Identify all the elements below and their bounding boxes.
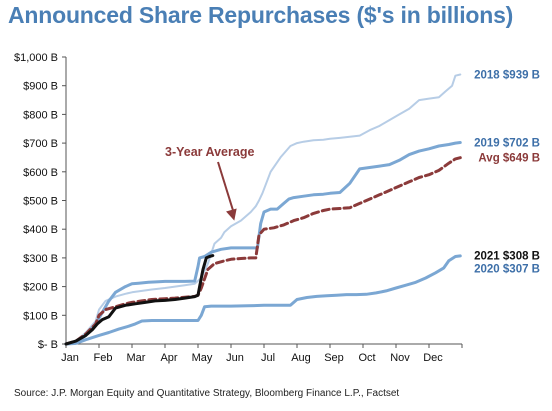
end-label-2021: 2021 $308 B (474, 251, 540, 263)
x-tick-label: Jul (261, 352, 275, 364)
end-label-2019: 2019 $702 B (474, 138, 540, 150)
annotation-arrow-line (217, 161, 236, 215)
series-line-2021 (64, 254, 215, 346)
series-line-avg (64, 156, 462, 346)
chart-title: Announced Share Repurchases ($'s in bill… (8, 2, 514, 28)
annotation-text: 3-Year Average (165, 145, 254, 159)
y-tick-label: $900 B (23, 81, 58, 93)
y-tick-label: $100 B (23, 310, 58, 322)
x-tick-label: Feb (94, 352, 113, 364)
annotation-arrowhead (226, 208, 237, 221)
y-tick-label: $400 B (23, 224, 58, 236)
y-tick-label: $- B (38, 339, 58, 351)
x-tick-label: Sep (324, 352, 344, 364)
x-tick-label: Jan (61, 352, 79, 364)
y-tick-label: $600 B (23, 167, 58, 179)
series-lines (64, 73, 462, 346)
series-line-2020 (64, 254, 462, 346)
y-tick-label: $200 B (23, 282, 58, 294)
y-tick-label: $800 B (23, 109, 58, 121)
x-tick-label: May (192, 352, 213, 364)
y-tick-label: $700 B (23, 138, 58, 150)
x-tick-label: Mar (127, 352, 146, 364)
y-tick-label: $300 B (23, 253, 58, 265)
x-tick-label: Nov (390, 352, 410, 364)
x-tick-label: Oct (358, 352, 375, 364)
end-label-avg: Avg $649 B (478, 153, 540, 165)
annotation: 3-Year Average (165, 145, 254, 221)
series-line-2018 (65, 73, 462, 345)
x-tick-label: Apr (160, 352, 177, 364)
x-tick-label: Jun (226, 352, 244, 364)
end-label-2018: 2018 $939 B (474, 70, 540, 82)
x-tick-label: Dec (423, 352, 443, 364)
end-label-2020: 2020 $307 B (474, 264, 540, 276)
end-labels: 2018 $939 B 2019 $702 B Avg $649 B 2021 $30… (474, 70, 540, 276)
series-line-2019 (64, 141, 462, 346)
source-note: Source: J.P. Morgan Equity and Quantitat… (14, 388, 400, 399)
y-tick-label: $1,000 B (14, 52, 58, 64)
axes: $- B $100 B $200 B $300 B $400 B $500 B $600 B… (14, 52, 463, 364)
y-tick-label: $500 B (23, 196, 58, 208)
x-tick-label: Aug (291, 352, 311, 364)
